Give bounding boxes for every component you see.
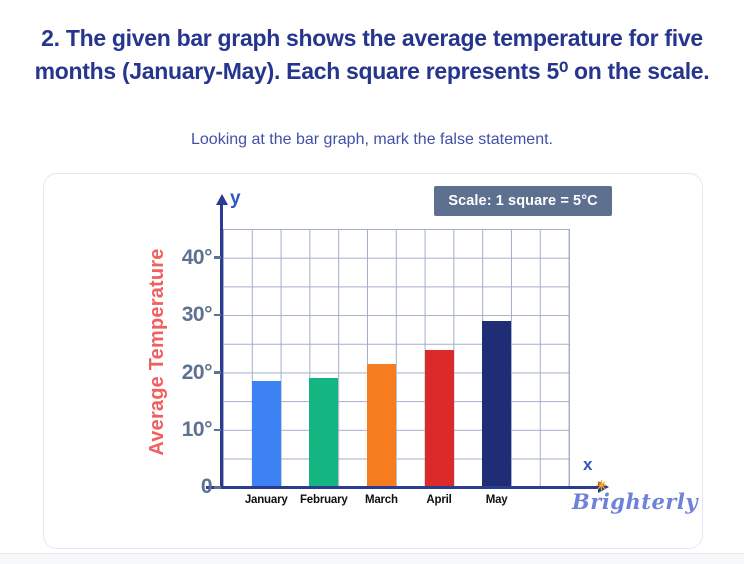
- y-axis-line: [220, 204, 223, 489]
- bar-february: [309, 378, 339, 488]
- section-divider: [0, 553, 744, 564]
- question-title: 2. The given bar graph shows the average…: [0, 22, 744, 88]
- bar-january: [251, 381, 281, 488]
- ytick-10: 10°: [181, 417, 213, 441]
- bar-may: [482, 320, 512, 488]
- x-axis-arrow-icon: [598, 481, 609, 493]
- brighterly-logo-text: Brighterly: [572, 489, 699, 514]
- scale-badge: Scale: 1 square = 5°C: [434, 186, 612, 216]
- ytick-dash: [214, 486, 221, 489]
- ytick-20: 20°: [181, 360, 213, 384]
- sun-sparkle-icon: ✳: [596, 479, 608, 494]
- bar-april: [424, 349, 454, 488]
- y-axis-arrow-icon: [215, 194, 228, 205]
- x-axis-line: [206, 485, 600, 489]
- ytick-dash: [214, 313, 221, 317]
- month-label-february: February: [299, 494, 348, 506]
- question-instruction: Looking at the bar graph, mark the false…: [191, 131, 553, 148]
- ytick-40: 40°: [181, 245, 213, 269]
- ytick-dash: [214, 256, 221, 259]
- month-label-march: March: [364, 494, 398, 506]
- ytick-30: 30°: [181, 303, 213, 327]
- x-axis-letter: x: [583, 455, 593, 474]
- question-title-line1: 2. The given bar graph shows the average…: [41, 25, 703, 51]
- month-label-may: May: [485, 494, 508, 506]
- bar-march: [367, 363, 396, 488]
- bar-graph-card: Scale: 1 square = 5°C Average Temperatur…: [43, 173, 703, 549]
- brighterly-logo: ✳ Brighterly: [572, 479, 699, 514]
- month-label-january: January: [244, 494, 288, 506]
- y-axis-letter: y: [230, 188, 241, 209]
- ytick-0: 0: [200, 475, 213, 499]
- month-label-april: April: [426, 494, 452, 506]
- ytick-dash: [214, 428, 221, 432]
- ytick-dash: [214, 371, 221, 374]
- question-title-line2: months (January-May). Each square repres…: [34, 58, 710, 84]
